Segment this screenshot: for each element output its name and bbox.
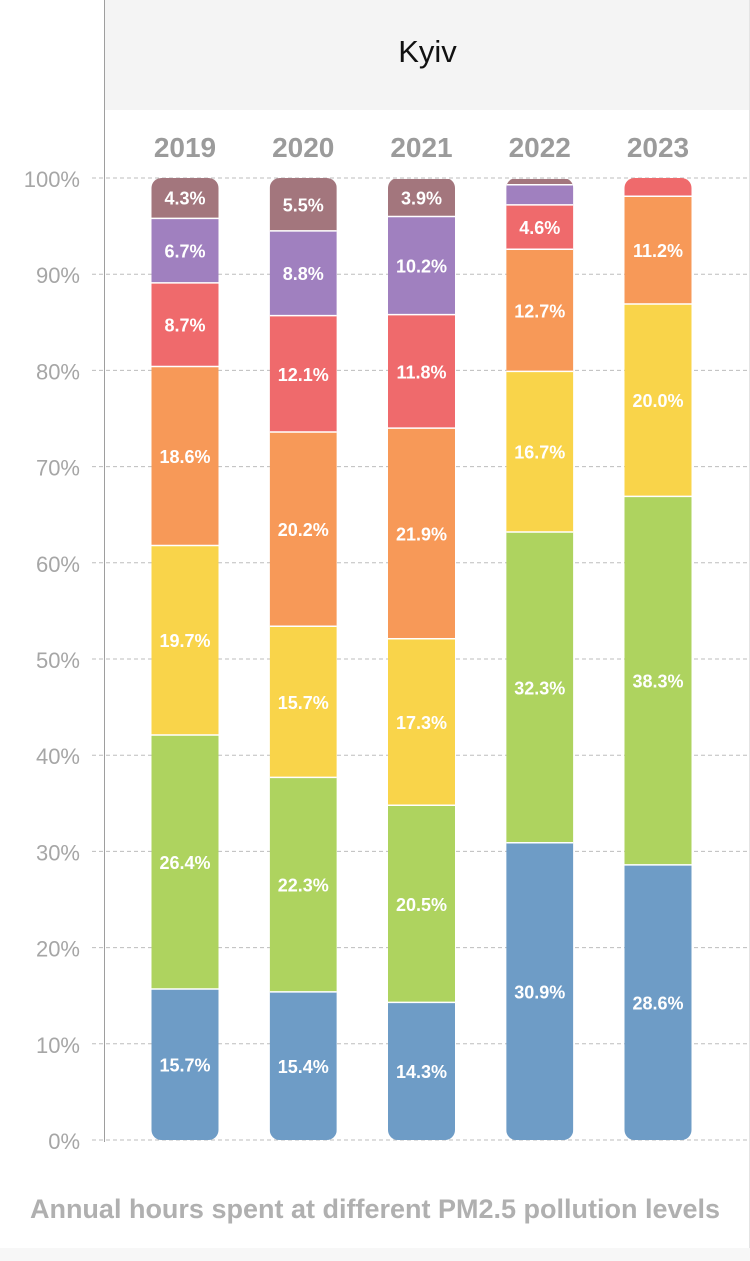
bar-segment	[388, 805, 455, 1003]
data-label: 14.3%	[396, 1062, 447, 1082]
data-label: 15.7%	[159, 1055, 210, 1075]
bar-segment	[624, 496, 692, 865]
data-label: 28.6%	[632, 993, 683, 1013]
bar-segment	[506, 842, 574, 1140]
data-label: 15.7%	[278, 693, 329, 713]
bar-segment	[151, 545, 219, 735]
bar-2020	[269, 178, 337, 1140]
bar-segment	[388, 216, 455, 315]
data-label: 20.2%	[278, 520, 329, 540]
bar-segment	[388, 1002, 455, 1140]
y-tick-label: 90%	[36, 263, 80, 288]
year-label: 2022	[509, 132, 571, 163]
bar-segment	[506, 371, 574, 533]
y-tick-label: 100%	[24, 167, 80, 192]
bar-segment	[388, 178, 455, 217]
bar-segment	[624, 304, 692, 497]
data-label: 8.7%	[164, 316, 205, 336]
bar-segment	[269, 230, 337, 316]
data-label: 20.0%	[632, 391, 683, 411]
data-label: 30.9%	[514, 982, 565, 1002]
chart-header-band	[105, 0, 750, 110]
data-label: 11.8%	[396, 362, 446, 382]
bar-segment	[151, 988, 219, 1140]
data-label: 32.3%	[514, 678, 565, 698]
bottom-band	[0, 1248, 750, 1261]
bar-segment	[269, 991, 337, 1140]
bar-segment	[269, 315, 337, 432]
data-label: 12.1%	[278, 365, 329, 385]
bar-segment	[151, 366, 219, 546]
bar-segment	[151, 218, 219, 283]
chart-subtitle: Annual hours spent at different PM2.5 po…	[29, 1194, 721, 1224]
data-label: 5.5%	[283, 195, 324, 215]
data-label: 4.6%	[519, 218, 560, 238]
bar-segment	[151, 734, 219, 989]
y-tick-label: 40%	[36, 744, 80, 769]
bar-segment	[506, 178, 574, 185]
data-label: 38.3%	[632, 672, 683, 692]
bar-segment	[506, 532, 574, 843]
data-label: 19.7%	[159, 631, 210, 651]
data-label: 16.7%	[514, 443, 565, 463]
bar-segment	[506, 249, 574, 372]
bar-segment	[151, 282, 219, 367]
data-label: 11.2%	[633, 241, 683, 261]
y-tick-label: 10%	[36, 1033, 80, 1058]
y-tick-label: 30%	[36, 840, 80, 865]
data-label: 20.5%	[396, 895, 447, 915]
bar-segment	[151, 178, 219, 219]
bar-segment	[624, 178, 692, 197]
data-label: 8.8%	[283, 264, 324, 284]
data-label: 3.9%	[401, 189, 442, 209]
data-label: 18.6%	[159, 447, 210, 467]
bar-segment	[388, 428, 455, 639]
data-label: 15.4%	[278, 1057, 329, 1077]
year-label: 2020	[272, 132, 334, 163]
data-label: 17.3%	[396, 713, 447, 733]
bar-2019	[151, 178, 219, 1140]
year-label: 2021	[390, 132, 452, 163]
y-tick-label: 20%	[36, 937, 80, 962]
city-title: Kyiv	[398, 34, 457, 69]
bar-segment	[506, 204, 574, 250]
bar-segment	[388, 638, 455, 806]
data-label: 22.3%	[278, 876, 329, 896]
y-tick-label: 0%	[48, 1129, 80, 1154]
bar-segment	[269, 777, 337, 992]
y-axis-line	[104, 0, 105, 1142]
data-label: 10.2%	[396, 257, 447, 277]
year-label: 2019	[154, 132, 216, 163]
data-label: 4.3%	[164, 189, 205, 209]
y-tick-label: 60%	[36, 552, 80, 577]
data-label: 21.9%	[396, 524, 447, 544]
y-tick-label: 50%	[36, 648, 80, 673]
bar-2022	[506, 178, 574, 1140]
data-label: 26.4%	[159, 853, 210, 873]
bar-segment	[269, 626, 337, 778]
bar-2021	[388, 178, 455, 1140]
bar-segment	[624, 196, 692, 305]
stacked-bar-chart: 0% 10% 20% 30% 40% 50% 60% 70% 80% 90% 100% 2019 15.…	[24, 132, 748, 1154]
bar-segment	[388, 314, 455, 429]
y-tick-label: 70%	[36, 456, 80, 481]
y-tick-label: 80%	[36, 359, 80, 384]
bar-segment	[506, 184, 574, 205]
data-label: 6.7%	[164, 242, 205, 262]
year-label: 2023	[627, 132, 689, 163]
bar-segment	[624, 864, 692, 1140]
bar-segment	[269, 178, 337, 231]
bar-2023	[624, 178, 692, 1140]
data-label: 12.7%	[514, 301, 565, 321]
bar-segment	[269, 431, 337, 627]
